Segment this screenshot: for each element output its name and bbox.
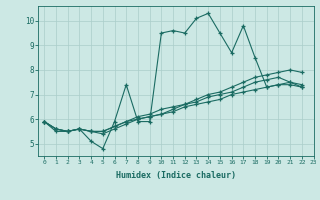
X-axis label: Humidex (Indice chaleur): Humidex (Indice chaleur) (116, 171, 236, 180)
